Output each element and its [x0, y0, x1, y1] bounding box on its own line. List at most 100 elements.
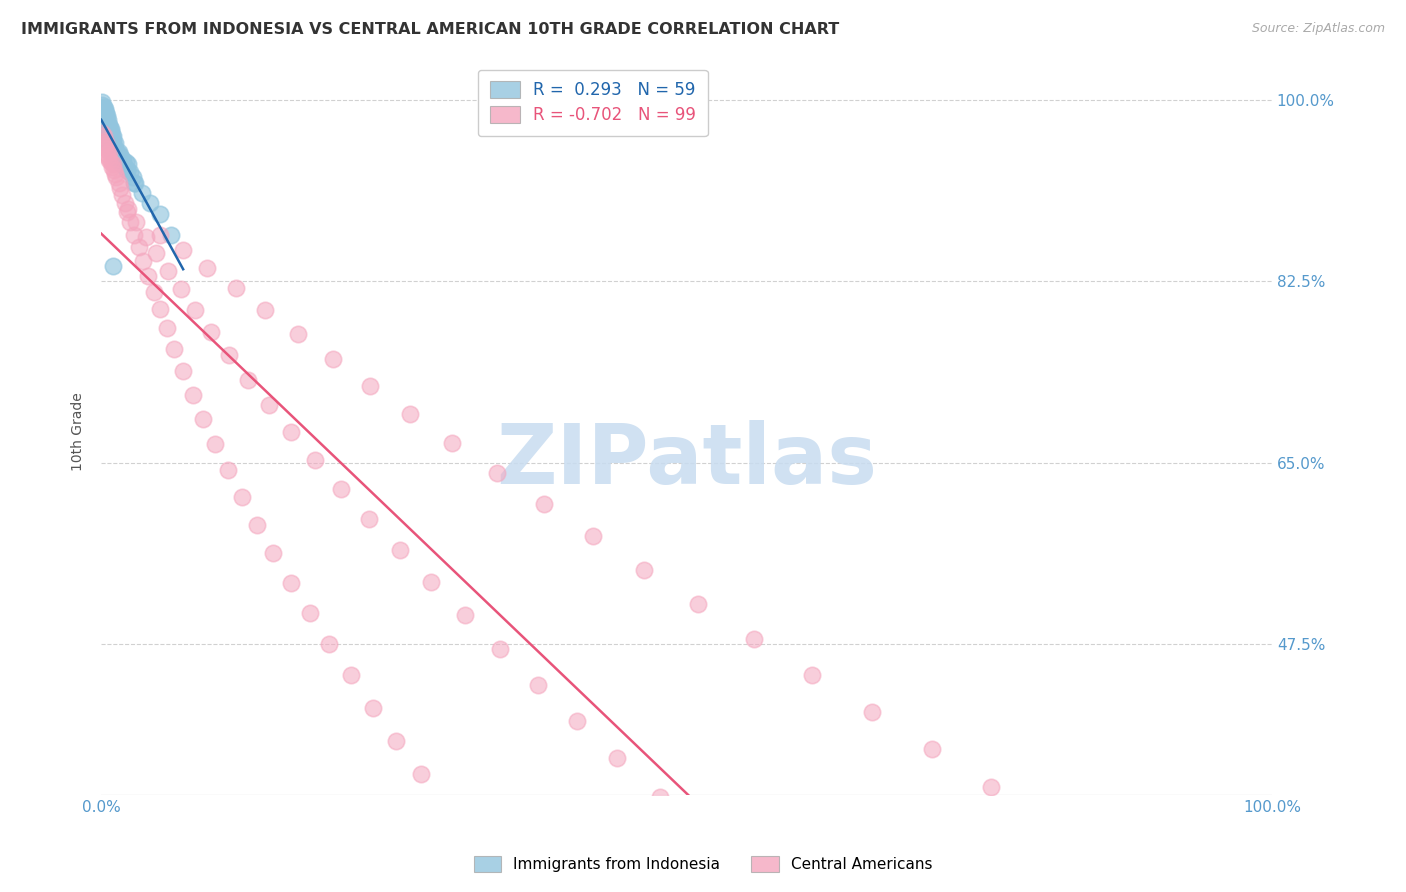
- Point: [97, 113, 120, 128]
- Point: [112, 153, 135, 167]
- Point: [236, 373, 259, 387]
- Point: [101, 157, 124, 171]
- Point: [287, 327, 309, 342]
- Point: [98, 153, 121, 167]
- Point: [120, 165, 142, 179]
- Point: [533, 497, 555, 511]
- Point: [200, 325, 222, 339]
- Point: [385, 733, 408, 747]
- Point: [280, 425, 302, 439]
- Point: [195, 260, 218, 275]
- Text: Source: ZipAtlas.com: Source: ZipAtlas.com: [1251, 22, 1385, 36]
- Point: [94, 136, 117, 151]
- Point: [160, 227, 183, 242]
- Point: [163, 342, 186, 356]
- Point: [104, 150, 127, 164]
- Point: [107, 176, 129, 190]
- Point: [322, 351, 344, 366]
- Point: [100, 154, 122, 169]
- Point: [633, 563, 655, 577]
- Point: [100, 128, 122, 143]
- Point: [117, 157, 139, 171]
- Point: [122, 227, 145, 242]
- Point: [97, 126, 120, 140]
- Point: [172, 243, 194, 257]
- Point: [738, 870, 761, 884]
- Point: [93, 100, 115, 114]
- Point: [330, 482, 353, 496]
- Point: [218, 348, 240, 362]
- Point: [298, 606, 321, 620]
- Point: [156, 321, 179, 335]
- Point: [94, 106, 117, 120]
- Point: [115, 163, 138, 178]
- Point: [114, 154, 136, 169]
- Point: [117, 202, 139, 216]
- Point: [121, 170, 143, 185]
- Point: [122, 176, 145, 190]
- Point: [361, 700, 384, 714]
- Point: [388, 542, 411, 557]
- Point: [96, 146, 118, 161]
- Point: [96, 109, 118, 123]
- Point: [254, 303, 277, 318]
- Point: [124, 176, 146, 190]
- Point: [257, 398, 280, 412]
- Point: [246, 518, 269, 533]
- Point: [91, 95, 114, 109]
- Point: [582, 529, 605, 543]
- Point: [359, 512, 381, 526]
- Point: [149, 302, 172, 317]
- Point: [128, 240, 150, 254]
- Legend: Immigrants from Indonesia, Central Americans: Immigrants from Indonesia, Central Ameri…: [467, 848, 939, 880]
- Point: [103, 139, 125, 153]
- Point: [91, 126, 114, 140]
- Point: [105, 145, 128, 159]
- Point: [420, 575, 443, 590]
- Point: [980, 780, 1002, 795]
- Point: [111, 157, 134, 171]
- Point: [97, 134, 120, 148]
- Point: [98, 132, 121, 146]
- Point: [93, 134, 115, 148]
- Text: IMMIGRANTS FROM INDONESIA VS CENTRAL AMERICAN 10TH GRADE CORRELATION CHART: IMMIGRANTS FROM INDONESIA VS CENTRAL AME…: [21, 22, 839, 37]
- Point: [100, 160, 122, 174]
- Point: [139, 196, 162, 211]
- Point: [97, 150, 120, 164]
- Point: [93, 128, 115, 143]
- Point: [104, 136, 127, 151]
- Point: [93, 103, 115, 117]
- Point: [145, 246, 167, 260]
- Point: [104, 143, 127, 157]
- Point: [225, 281, 247, 295]
- Point: [101, 128, 124, 143]
- Point: [399, 407, 422, 421]
- Point: [114, 196, 136, 211]
- Point: [108, 181, 131, 195]
- Point: [318, 637, 340, 651]
- Point: [93, 115, 115, 129]
- Point: [744, 632, 766, 646]
- Point: [115, 204, 138, 219]
- Point: [441, 436, 464, 450]
- Point: [156, 264, 179, 278]
- Point: [120, 215, 142, 229]
- Point: [280, 576, 302, 591]
- Point: [304, 452, 326, 467]
- Point: [132, 254, 155, 268]
- Point: [204, 437, 226, 451]
- Point: [101, 259, 124, 273]
- Point: [96, 128, 118, 143]
- Point: [101, 134, 124, 148]
- Point: [101, 146, 124, 161]
- Point: [94, 126, 117, 140]
- Point: [231, 490, 253, 504]
- Point: [105, 170, 128, 185]
- Y-axis label: 10th Grade: 10th Grade: [72, 392, 86, 471]
- Point: [94, 113, 117, 128]
- Point: [94, 119, 117, 133]
- Point: [262, 546, 284, 560]
- Point: [149, 207, 172, 221]
- Point: [98, 119, 121, 133]
- Point: [217, 463, 239, 477]
